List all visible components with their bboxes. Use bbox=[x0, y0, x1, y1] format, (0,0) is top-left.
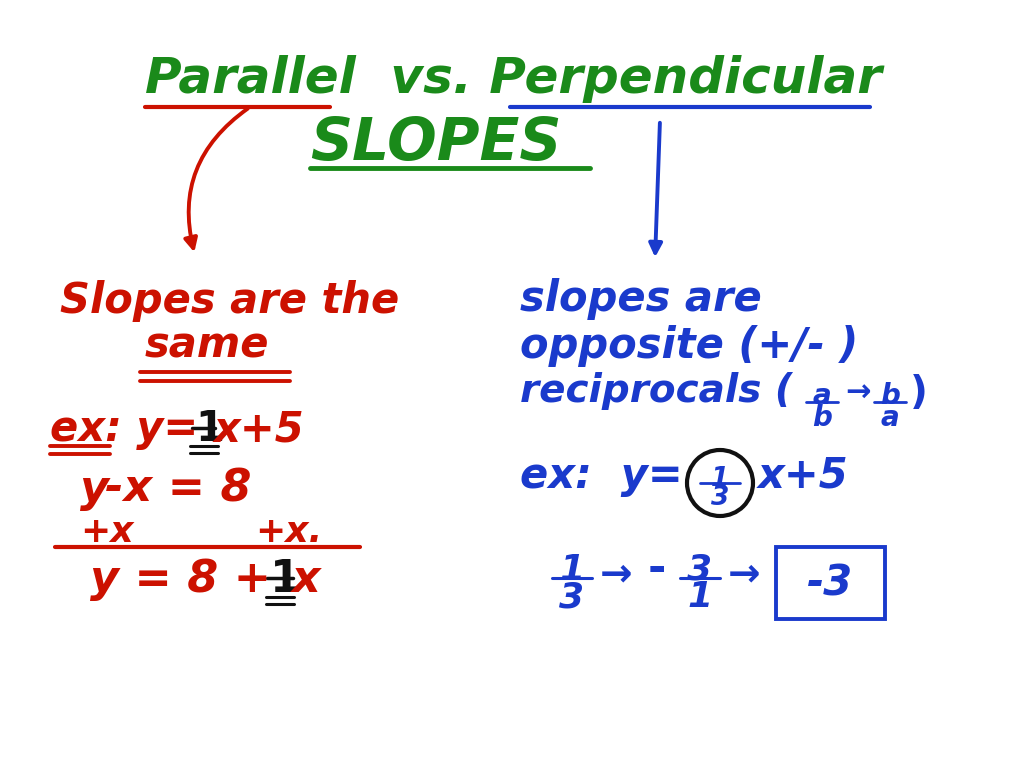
Text: →: → bbox=[600, 555, 633, 593]
Text: 1: 1 bbox=[270, 558, 301, 601]
Text: →: → bbox=[845, 379, 870, 408]
Text: +x: +x bbox=[80, 515, 133, 549]
Text: x+5: x+5 bbox=[758, 455, 849, 497]
Text: y = 8 +: y = 8 + bbox=[90, 558, 271, 601]
Text: ex: y=: ex: y= bbox=[50, 408, 199, 450]
Text: SLOPES: SLOPES bbox=[310, 115, 561, 172]
Text: 1: 1 bbox=[559, 553, 585, 587]
Text: 3: 3 bbox=[559, 580, 585, 614]
Text: reciprocals (: reciprocals ( bbox=[520, 372, 793, 410]
Text: 1: 1 bbox=[687, 580, 713, 614]
Text: opposite (+/- ): opposite (+/- ) bbox=[520, 325, 858, 367]
Text: x+5: x+5 bbox=[214, 408, 305, 450]
Text: a: a bbox=[813, 382, 831, 410]
Text: 3: 3 bbox=[711, 485, 729, 511]
Text: same: same bbox=[145, 325, 269, 367]
Text: -x = 8: -x = 8 bbox=[105, 468, 252, 511]
FancyBboxPatch shape bbox=[776, 547, 885, 619]
Text: Parallel  vs. Perpendicular: Parallel vs. Perpendicular bbox=[145, 55, 882, 103]
Text: b: b bbox=[812, 404, 831, 432]
Text: +x.: +x. bbox=[255, 515, 323, 549]
Text: →: → bbox=[728, 555, 761, 593]
Text: slopes are: slopes are bbox=[520, 278, 762, 320]
Text: -3: -3 bbox=[807, 562, 853, 604]
Text: Slopes are the: Slopes are the bbox=[60, 280, 399, 322]
Text: -: - bbox=[648, 548, 667, 591]
Text: ): ) bbox=[910, 374, 928, 412]
Text: x: x bbox=[292, 558, 321, 601]
Text: b: b bbox=[880, 382, 900, 410]
Text: a: a bbox=[881, 404, 899, 432]
Text: 1: 1 bbox=[195, 408, 224, 450]
Text: 1: 1 bbox=[711, 466, 729, 492]
Text: 3: 3 bbox=[687, 553, 713, 587]
Text: y: y bbox=[80, 468, 109, 511]
Text: ex:  y=: ex: y= bbox=[520, 455, 683, 497]
